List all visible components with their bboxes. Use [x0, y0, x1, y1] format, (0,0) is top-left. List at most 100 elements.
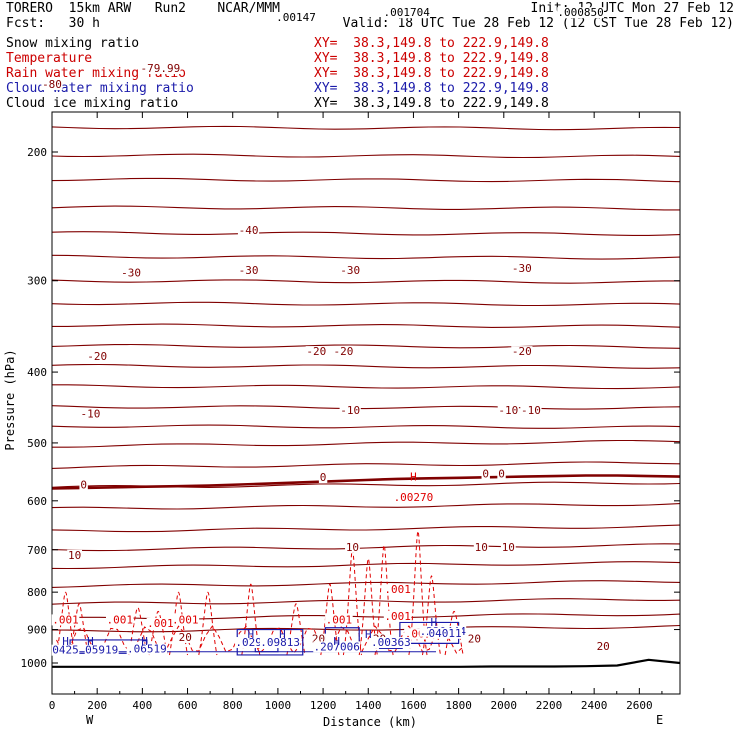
rain-label-bg	[383, 584, 412, 596]
cloud-water-label: .06519	[127, 643, 167, 656]
isotherm-label: -20	[512, 345, 532, 358]
cloud-water-label-bg	[370, 637, 412, 649]
cloud-water-contour	[399, 621, 460, 644]
isotherm-line	[52, 323, 681, 328]
cloud-water-label-bg	[259, 637, 301, 649]
cloud-ice-label-bg	[557, 7, 605, 19]
isotherm-line	[51, 177, 681, 183]
x-tick-label: 1400	[355, 699, 382, 712]
x-tick-label: 2600	[626, 699, 653, 712]
y-tick-label: 1000	[21, 657, 48, 670]
isotherm-line	[51, 598, 681, 605]
legend-cloud-ice-name: Cloud ice mixing ratio	[6, 96, 179, 111]
isotherm-label-bg	[79, 408, 102, 420]
y-tick-label: 800	[27, 586, 47, 599]
isotherm-label-bg	[511, 263, 533, 275]
plot-frame	[51, 111, 681, 695]
rain-label-bg	[146, 618, 175, 630]
isotherm-label: 10	[68, 549, 81, 562]
isotherm-label-bg	[497, 404, 519, 416]
isotherm-label: -20	[306, 345, 326, 358]
high-marker: H	[333, 635, 340, 648]
legend-temperature-name: Temperature	[6, 51, 93, 66]
isotherm-label: -20	[333, 345, 353, 358]
cloud-water-label-bg	[126, 643, 168, 655]
isotherm-line	[51, 363, 681, 369]
isotherm-label-bg	[473, 541, 489, 553]
high-marker: H	[141, 635, 148, 648]
isotherm-label-bg	[86, 351, 108, 363]
isotherm-label-bg	[467, 633, 482, 645]
terrain-line	[52, 658, 681, 668]
isotherm-line	[51, 254, 681, 260]
rain-label: .001	[172, 613, 199, 626]
freezing-level-line	[51, 474, 681, 490]
rain-contour	[128, 607, 148, 656]
rain-label: .00270	[394, 491, 434, 504]
x-tick-label: 1800	[445, 699, 472, 712]
rain-contour	[198, 591, 218, 656]
isotherm-label-bg	[237, 265, 260, 277]
header-left-line1: TORERO 15km ARW Run2 NCAR/MMM	[6, 1, 280, 16]
isotherm-label-bg	[595, 641, 611, 653]
header-right-line2: Valid: 18 UTC Tue 28 Feb 12 (12 CST Tue …	[342, 16, 734, 31]
x-tick-label: 800	[223, 699, 243, 712]
isotherm-label: -30	[121, 266, 141, 279]
isotherm-label-bg	[41, 79, 63, 91]
isotherm-label: 20	[597, 640, 610, 653]
legend-snow-xy: XY= 38.3,149.8 to 222.9,149.8	[314, 36, 549, 51]
isotherm-label-bg	[332, 346, 355, 358]
y-tick-label: 700	[27, 544, 47, 557]
isotherm-label: -10	[521, 404, 541, 417]
rain-label-bg	[105, 614, 134, 626]
isotherm-label-bg	[339, 404, 361, 416]
cloud-water-label-bg	[84, 644, 119, 656]
isotherm-label: -10	[80, 407, 100, 420]
x-tick-label: 2200	[536, 699, 563, 712]
cloud-water-label: 0425	[52, 644, 79, 657]
isotherm-label: -79.99	[141, 62, 181, 75]
cloud-water-label: .207006	[313, 640, 359, 653]
isotherm-label: 10	[502, 541, 515, 554]
rain-contour-low	[56, 625, 464, 655]
isotherm-label: 0	[80, 478, 87, 491]
rain-contour	[169, 591, 188, 656]
y-tick-label: 600	[27, 495, 47, 508]
isotherm-label-bg	[318, 472, 328, 484]
y-tick-label: 400	[27, 366, 47, 379]
rain-label-bg	[393, 491, 434, 503]
rain-label: .001	[384, 610, 411, 623]
y-tick-label: 200	[27, 146, 47, 159]
y-tick-label: 500	[27, 437, 47, 450]
y-axis-label: Pressure (hPa)	[3, 349, 17, 450]
rain-label: .001	[147, 617, 174, 630]
isotherm-line	[51, 231, 681, 236]
x-tick-label: 1000	[265, 699, 292, 712]
isotherm-label: -10	[340, 404, 360, 417]
isotherm-line	[51, 543, 681, 552]
isotherm-line	[51, 301, 681, 307]
legend-temperature-xy: XY= 38.3,149.8 to 222.9,149.8	[314, 51, 549, 66]
x-tick-label: 1600	[400, 699, 427, 712]
isotherm-label: 0	[498, 468, 505, 481]
rain-label-bg	[383, 610, 412, 622]
isotherm-line	[51, 153, 681, 159]
isotherm-line	[52, 384, 681, 390]
isotherm-line	[51, 524, 681, 533]
x-end-left-label: W	[86, 713, 94, 727]
isotherm-label-bg	[305, 346, 327, 358]
header-left-line2: Fcst: 30 h	[6, 16, 100, 31]
rain-label-bg	[325, 614, 353, 626]
isotherm-label: 20	[179, 631, 192, 644]
isotherm-line	[51, 424, 681, 429]
isotherm-label: -30	[340, 264, 360, 277]
isotherm-label-bg	[140, 63, 181, 75]
isotherm-line	[51, 279, 680, 284]
cloud-water-label: .00363	[371, 636, 411, 649]
rain-label: .001	[384, 583, 411, 596]
isotherm-label: 0	[482, 468, 489, 481]
isotherm-line	[51, 503, 681, 510]
cloud-water-label-bg	[313, 641, 361, 653]
rain-label-bg	[51, 614, 80, 626]
